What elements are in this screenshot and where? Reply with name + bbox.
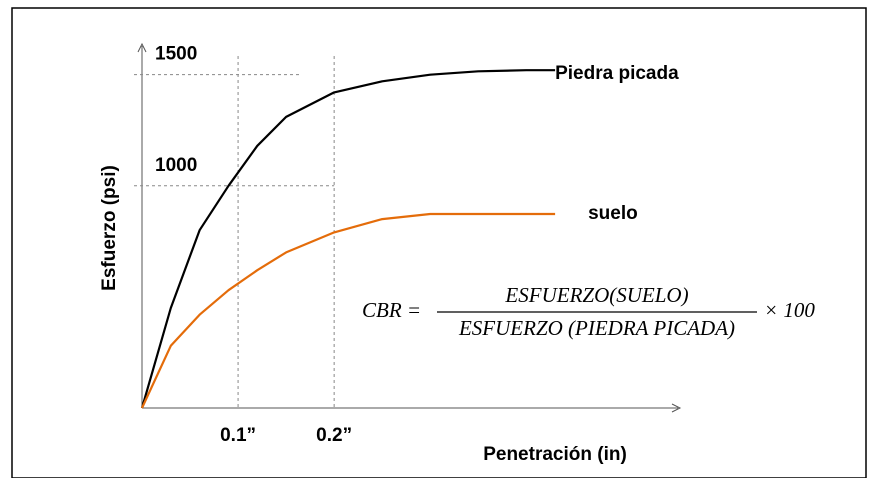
- x-axis-title: Penetración (in): [483, 444, 627, 465]
- series-line: [140, 69, 556, 409]
- y-arrow: [137, 42, 147, 53]
- formula-lhs: CBR =: [362, 298, 421, 322]
- series-label: Piedra picada: [555, 63, 679, 84]
- y-axis-title: Esfuerzo (psi): [99, 165, 120, 291]
- x-tick-label: 0.2”: [316, 425, 352, 446]
- frame: [11, 7, 867, 478]
- series-line: [141, 212, 556, 409]
- formula-numerator: ESFUERZO(SUELO): [504, 283, 688, 307]
- series-label: suelo: [588, 203, 638, 224]
- y-tick-label: 1000: [155, 155, 197, 176]
- formula-denominator: ESFUERZO (PIEDRA PICADA): [458, 316, 735, 340]
- formula-factor: × 100: [764, 298, 815, 322]
- x-tick-label: 0.1”: [220, 425, 256, 446]
- formula: CBR = ESFUERZO(SUELO) ESFUERZO (PIEDRA P…: [362, 283, 815, 340]
- y-tick-label: 1500: [155, 44, 197, 65]
- x-arrow: [671, 403, 682, 413]
